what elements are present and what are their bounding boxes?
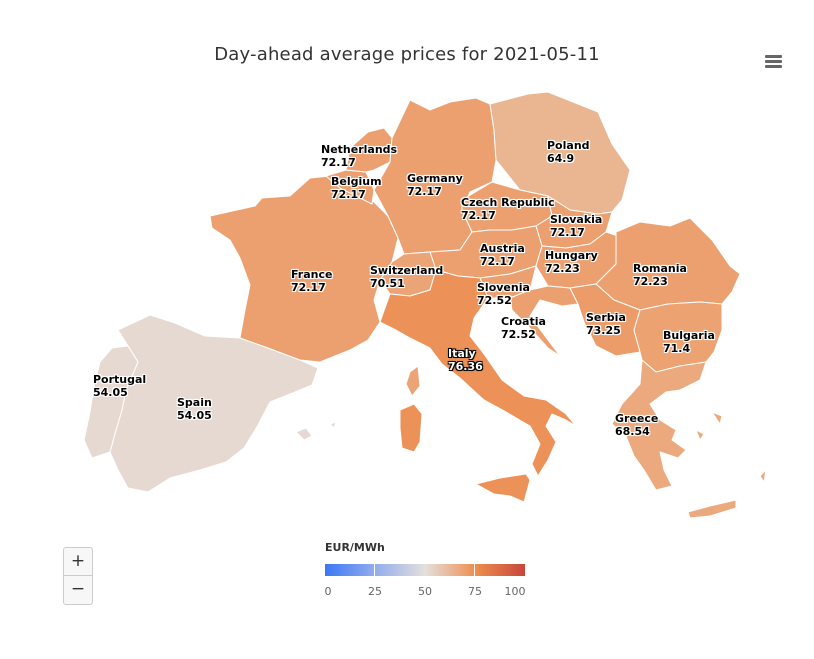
country-greece[interactable]	[611, 359, 707, 491]
legend-label-50: 50	[418, 585, 432, 598]
island-sardinia	[399, 403, 423, 453]
label-poland: Poland 64.9	[547, 139, 590, 165]
label-czech-republic: Czech Republic 72.17	[461, 196, 555, 222]
hamburger-menu-icon[interactable]	[760, 50, 786, 72]
label-bulgaria: Bulgaria 71.4	[663, 329, 715, 355]
legend-label-25: 25	[368, 585, 382, 598]
label-slovakia: Slovakia 72.17	[550, 213, 603, 239]
island-corsica	[405, 365, 421, 397]
country-portugal[interactable]	[83, 345, 139, 459]
label-portugal: Portugal 54.05	[93, 373, 147, 399]
legend-label-0: 0	[324, 585, 332, 598]
island-rhodes	[759, 469, 767, 483]
label-austria: Austria 72.17	[480, 242, 525, 268]
zoom-in-button[interactable]: +	[64, 548, 92, 576]
legend-tick-mark	[374, 564, 375, 576]
label-switzerland: Switzerland 70.51	[370, 264, 444, 290]
label-croatia: Croatia 72.52	[501, 315, 546, 341]
label-france: France 72.17	[291, 268, 333, 294]
label-serbia: Serbia 73.25	[586, 311, 626, 337]
legend-title: EUR/MWh	[325, 541, 385, 554]
label-romania: Romania 72.23	[633, 262, 687, 288]
label-netherlands: Netherlands 72.17	[321, 143, 398, 169]
legend-label-75: 75	[468, 585, 482, 598]
label-germany: Germany 72.17	[407, 172, 463, 198]
label-slovenia: Slovenia 72.52	[477, 281, 530, 307]
legend-tick-mark	[474, 564, 475, 576]
country-france[interactable]	[209, 175, 399, 363]
island-aegean	[695, 411, 723, 441]
color-scale-bar	[325, 564, 525, 576]
island-balearic	[295, 421, 337, 441]
map-zoom-controls: + −	[63, 547, 93, 605]
island-crete	[687, 499, 737, 519]
label-italy: Italy 76.36	[448, 347, 483, 373]
label-greece: Greece 68.54	[615, 412, 659, 438]
country-croatia[interactable]	[509, 285, 579, 357]
country-italy[interactable]	[379, 269, 577, 477]
legend-label-100: 100	[504, 585, 526, 598]
island-sicily	[475, 473, 531, 503]
label-hungary: Hungary 72.23	[545, 249, 598, 275]
zoom-out-button[interactable]: −	[70, 579, 86, 599]
chart-title: Day-ahead average prices for 2021-05-11	[214, 44, 600, 65]
label-spain: Spain 54.05	[177, 396, 212, 422]
label-belgium: Belgium 72.17	[331, 175, 382, 201]
